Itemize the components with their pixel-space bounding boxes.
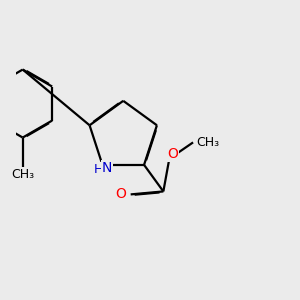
Text: O: O bbox=[167, 147, 178, 161]
Text: N: N bbox=[102, 161, 112, 175]
Text: H: H bbox=[94, 163, 104, 176]
Text: CH₃: CH₃ bbox=[11, 168, 34, 181]
Text: CH₃: CH₃ bbox=[196, 136, 219, 149]
Text: O: O bbox=[115, 188, 126, 201]
